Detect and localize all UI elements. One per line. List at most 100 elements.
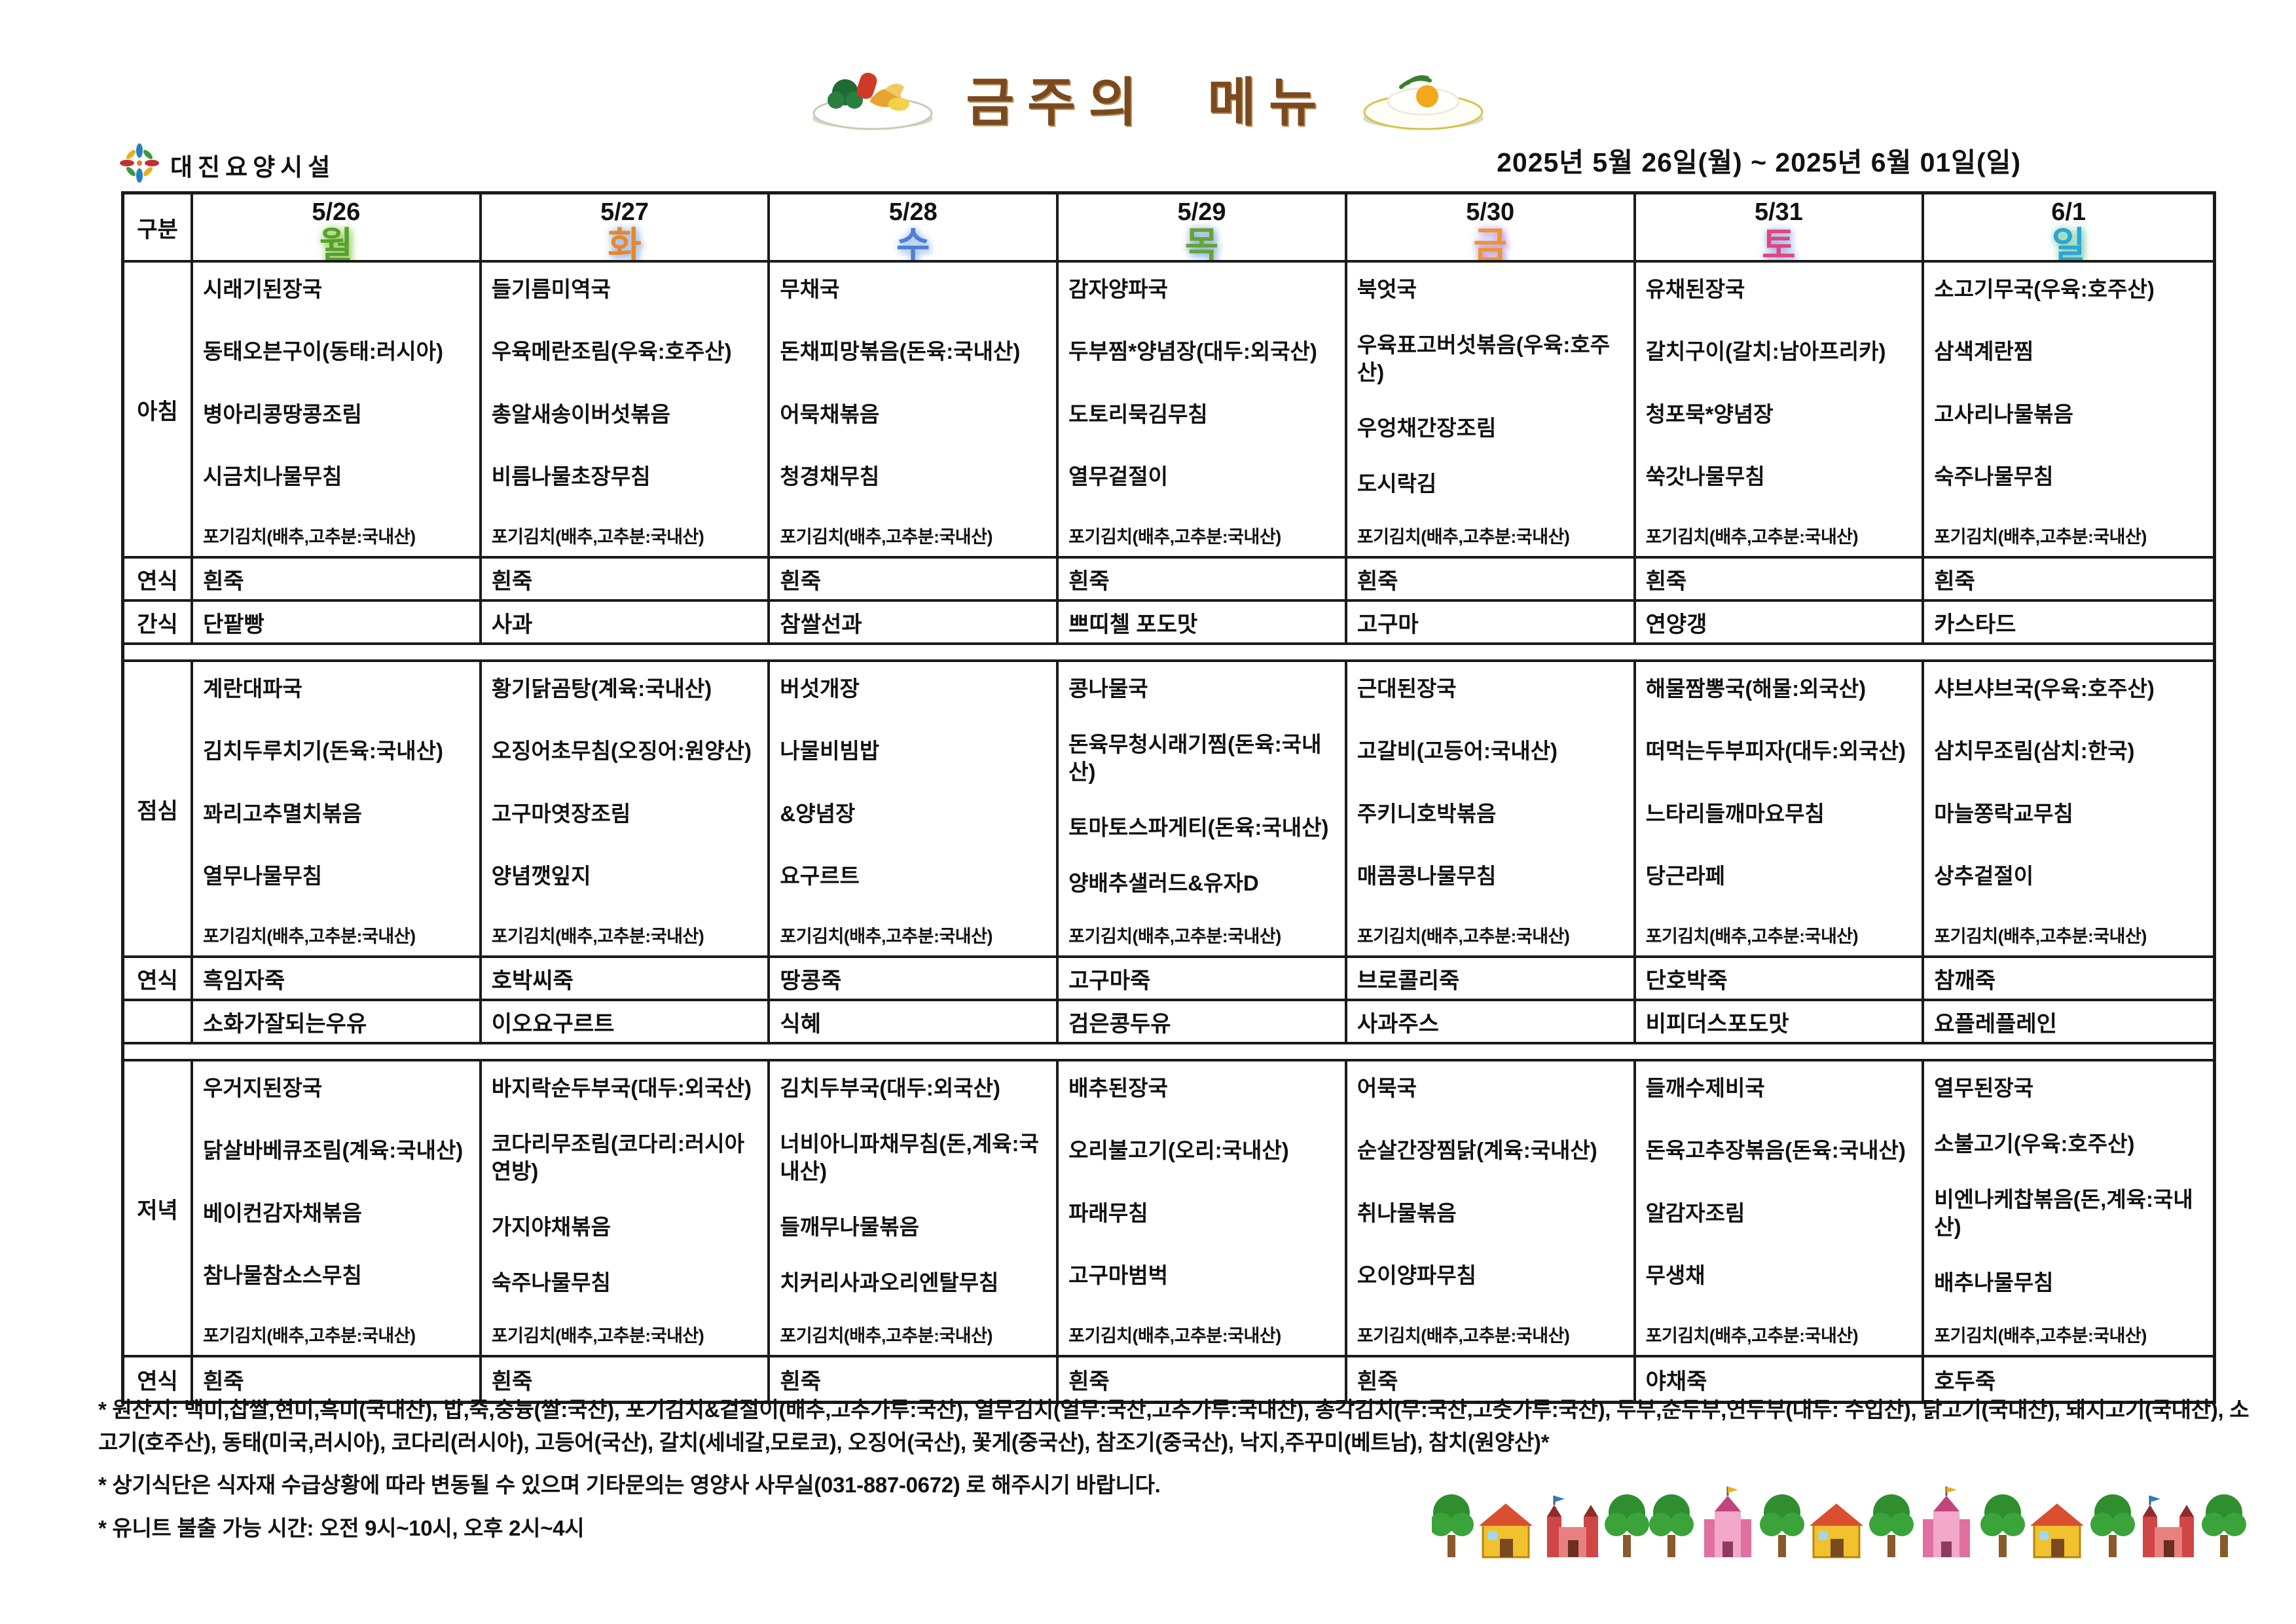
kimchi-note: 포기김치(배추,고추분:국내산) [491,1325,704,1346]
menu-cell: 해물짬뽕국(해물:외국산) 떠먹는두부피자(대두:외국산) 느타리들깨마요무침 당근라… [1635,662,1925,955]
kimchi-note: 포기김치(배추,고추분:국내산) [780,1325,993,1346]
menu-cell: 흑임자죽 [193,958,482,999]
menu-cell: 바지락순두부국(대두:외국산) 코다리무조림(코다리:러시아연방) 가지야채볶음 숙주… [481,1061,771,1355]
menu-cell: 우거지된장국 닭살바베큐조림(계육:국내산) 베이컨감자채볶음 참나물참소스무침 포기김… [193,1061,482,1355]
menu-item: 나물비빔밥 [780,739,880,764]
menu-cell: 무채국 돈채피망볶음(돈육:국내산) 어묵채볶음 청경채무침 포기김치(배추,고추분:국… [770,263,1059,556]
menu-cell: 식혜 [770,1001,1059,1042]
weekday-label: 화 [608,225,642,260]
menu-item: 요구르트 [780,864,860,889]
menu-row: 아침 시래기된장국 동태오븐구이(동태:러시아) 병아리콩땅콩조림 시금치나물무침 포기김… [124,263,2213,559]
menu-cell: 흰죽 [193,559,482,599]
menu-item: 코다리무조림(코다리:러시아연방) [491,1131,745,1183]
menu-item: &양념장 [780,801,856,826]
village-clipart-image [1429,1473,2250,1575]
menu-item: 총알새송이버섯볶음 [491,401,670,426]
section-gap [124,645,2213,662]
menu-item: 갈치구이(갈치:남아프리카) [1645,339,1886,364]
menu-item: 두부찜*양념장(대두:외국산) [1068,339,1317,364]
menu-item: 유채된장국 [1645,277,1745,301]
kimchi-note: 포기김치(배추,고추분:국내산) [1357,926,1570,946]
menu-item: 숙주나물무침 [491,1270,611,1295]
facility-block: 대진요양시설 [119,143,335,187]
menu-cell: 호박씨죽 [481,958,771,999]
day-header: 5/29 목 [1059,194,1347,260]
date-label: 5/26 [312,198,361,226]
menu-item: 매콤콩나물무침 [1357,864,1497,889]
kimchi-note: 포기김치(배추,고추분:국내산) [491,926,704,946]
menu-item: 삼치무조림(삼치:한국) [1934,739,2135,764]
title-band: 금주의 메뉴 [0,60,2296,136]
page-title: 금주의 메뉴 [966,73,1330,132]
menu-cell: 흰죽 [1059,559,1347,599]
menu-cell: 샤브샤브국(우육:호주산) 삼치무조림(삼치:한국) 마늘쫑락교무침 상추겉절이 포기김… [1924,662,2213,955]
menu-item: 알감자조림 [1645,1200,1745,1225]
day-header: 5/26 월 [193,194,482,260]
menu-item: 상추겉절이 [1934,864,2034,889]
menu-cell: 단팥빵 [193,602,482,642]
menu-row: 간식 단팥빵 사과 참쌀선과 쁘띠첼 포도맛 고구마 연양갱 카스타드 [124,602,2213,645]
menu-item: 우육표고버섯볶음(우육:호주산) [1357,332,1611,384]
kimchi-note: 포기김치(배추,고추분:국내산) [203,1325,416,1346]
menu-item: 치커리사과오리엔탈무침 [780,1270,999,1295]
menu-item: 돈채피망볶음(돈육:국내산) [780,339,1021,364]
kimchi-note: 포기김치(배추,고추분:국내산) [203,926,416,946]
fried-egg-plate-icon [1358,61,1489,136]
menu-item: 들깨무나물볶음 [780,1214,919,1239]
menu-row: 연식 흰죽 흰죽 흰죽 흰죽 흰죽 흰죽 흰죽 [124,559,2213,602]
kimchi-note: 포기김치(배추,고추분:국내산) [1357,1325,1570,1346]
section-label: 저녁 [124,1061,193,1355]
menu-item: 파래무침 [1068,1200,1148,1225]
menu-cell: 소화가잘되는우유 [193,1001,482,1042]
date-label: 6/1 [2051,198,2086,226]
section-label: 연식 [124,1357,193,1401]
menu-cell: 북엇국 우육표고버섯볶음(우육:호주산) 우엉채간장조림 도시락김 포기김치(배추,고추… [1347,263,1636,556]
date-label: 5/31 [1754,198,1803,226]
menu-item: 청포묵*양념장 [1645,401,1774,426]
menu-item: 콩나물국 [1068,676,1148,701]
section-gap [124,1044,2213,1061]
menu-cell: 참깨죽 [1924,958,2213,999]
menu-item: 시금치나물무침 [203,464,342,489]
menu-item: 도토리묵김무침 [1068,401,1208,426]
menu-item: 양배추샐러드&유자D [1068,870,1259,895]
kimchi-note: 포기김치(배추,고추분:국내산) [1068,1325,1281,1346]
menu-cell: 버섯개장 나물비빔밥 &양념장 요구르트 포기김치(배추,고추분:국내산) [770,662,1059,955]
menu-item: 취나물볶음 [1357,1200,1457,1225]
menu-cell: 흰죽 [193,1357,482,1401]
menu-item: 해물짬뽕국(해물:외국산) [1645,676,1867,701]
kimchi-note: 포기김치(배추,고추분:국내산) [203,526,416,547]
menu-item: 고갈비(고등어:국내산) [1357,739,1558,764]
kimchi-note: 포기김치(배추,고추분:국내산) [1934,526,2147,547]
menu-cell: 흰죽 [770,559,1059,599]
menu-cell: 열무된장국 소불고기(우육:호주산) 비엔나케찹볶음(돈,계육:국내산) 배추나물무침… [1924,1061,2213,1355]
weekday-label: 금 [1473,225,1507,260]
menu-cell: 근대된장국 고갈비(고등어:국내산) 주키니호박볶음 매콤콩나물무침 포기김치(배추,고… [1347,662,1636,955]
menu-cell: 흰죽 [481,1357,771,1401]
menu-row: 연식 흰죽 흰죽 흰죽 흰죽 흰죽 야채죽 호두죽 [124,1357,2213,1401]
menu-item: 당근라페 [1645,864,1726,889]
menu-cell: 쁘띠첼 포도맛 [1059,602,1347,642]
menu-cell: 카스타드 [1924,602,2213,642]
menu-cell: 요플레플레인 [1924,1001,2213,1042]
section-label: 연식 [124,559,193,599]
menu-cell: 브로콜리죽 [1347,958,1636,999]
menu-item: 시래기된장국 [203,277,323,301]
menu-cell: 검은콩두유 [1059,1001,1347,1042]
menu-item: 바지락순두부국(대두:외국산) [491,1076,752,1100]
day-header: 5/28 수 [770,194,1059,260]
menu-item: 양념깻잎지 [491,864,591,889]
menu-item: 계란대파국 [203,676,302,701]
section-label: 점심 [124,662,193,955]
kimchi-note: 포기김치(배추,고추분:국내산) [1068,526,1281,547]
date-label: 5/29 [1177,198,1226,226]
menu-item: 오리불고기(오리:국내산) [1068,1138,1289,1163]
menu-item: 청경채무침 [780,464,880,489]
menu-cell: 흰죽 [1635,559,1925,599]
menu-item: 우거지된장국 [203,1076,323,1100]
menu-item: 숙주나물무침 [1934,464,2054,489]
menu-item: 동태오븐구이(동태:러시아) [203,339,443,364]
menu-cell: 흰죽 [1347,559,1636,599]
section-label: 간식 [124,602,193,642]
menu-item: 배추나물무침 [1934,1270,2054,1295]
